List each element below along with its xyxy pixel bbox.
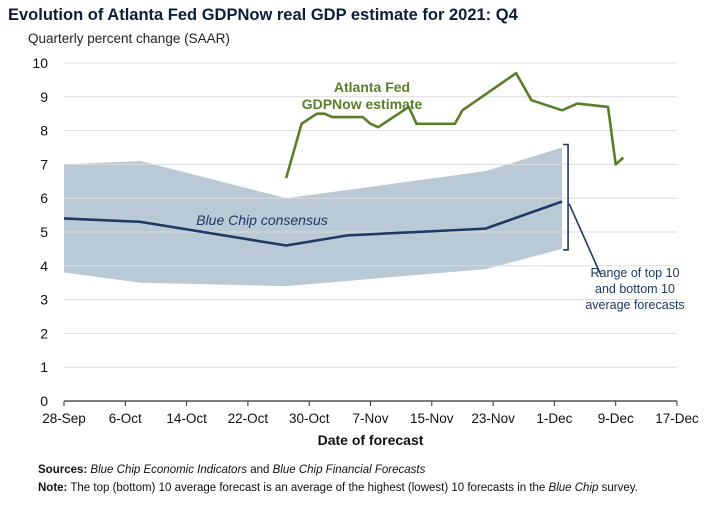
x-tick-label: 22-Oct xyxy=(228,411,269,426)
chart-title: Evolution of Atlanta Fed GDPNow real GDP… xyxy=(8,6,518,24)
range-label-line: average forecasts xyxy=(585,298,684,312)
gdpnow-line xyxy=(284,71,625,179)
x-tick-label: 15-Nov xyxy=(410,411,454,426)
y-tick-label: 10 xyxy=(32,55,48,71)
x-tick-label: 23-Nov xyxy=(471,411,515,426)
chart-subtitle: Quarterly percent change (SAAR) xyxy=(28,31,230,46)
note-label: Note: xyxy=(38,482,68,494)
note-text: The top (bottom) 10 average forecast is … xyxy=(67,482,549,494)
y-tick-label: 1 xyxy=(40,359,48,375)
y-tick-label: 8 xyxy=(40,123,48,139)
x-tick-label: 28-Sep xyxy=(42,411,86,426)
x-tick-label: 1-Dec xyxy=(536,411,572,426)
note-end: survey. xyxy=(598,482,638,494)
y-tick-label: 2 xyxy=(40,325,48,341)
x-tick-label: 6-Oct xyxy=(109,411,142,426)
sources-and: and xyxy=(247,464,273,476)
blue-chip-label: Blue Chip consensus xyxy=(196,212,328,228)
gdpnow-label-line1: Atlanta Fed xyxy=(334,79,410,95)
y-tick-label: 3 xyxy=(40,292,48,308)
sources-label: Sources: xyxy=(38,464,88,476)
range-band xyxy=(64,147,563,287)
footnote: Note: The top (bottom) 10 average foreca… xyxy=(38,482,638,494)
range-label-line: Range of top 10 xyxy=(591,266,680,280)
y-tick-label: 4 xyxy=(40,258,48,274)
x-tick-label: 30-Oct xyxy=(289,411,330,426)
sources-italic-1: Blue Chip Economic Indicators xyxy=(90,464,248,476)
x-tick-label: 14-Oct xyxy=(166,411,207,426)
x-tick-label: 7-Nov xyxy=(352,411,388,426)
x-tick-label: 17-Dec xyxy=(655,411,699,426)
sources-italic-2: Blue Chip Financial Forecasts xyxy=(272,464,426,476)
y-tick-label: 5 xyxy=(40,224,48,240)
note-italic: Blue Chip xyxy=(548,482,599,494)
gdpnow-label-line2: GDPNow estimate xyxy=(302,96,423,112)
blue-chip-line xyxy=(63,200,563,247)
y-tick-label: 7 xyxy=(40,156,48,172)
y-tick-label: 6 xyxy=(40,190,48,206)
y-tick-label: 9 xyxy=(40,89,48,105)
x-axis-label: Date of forecast xyxy=(318,432,424,448)
range-bracket xyxy=(563,143,569,251)
range-leader-line xyxy=(568,203,602,275)
x-tick-label: 9-Dec xyxy=(598,411,634,426)
range-label-line: and bottom 10 xyxy=(595,282,675,296)
sources-note: Sources: Blue Chip Economic Indicators a… xyxy=(38,464,425,476)
y-tick-label: 0 xyxy=(40,393,48,409)
